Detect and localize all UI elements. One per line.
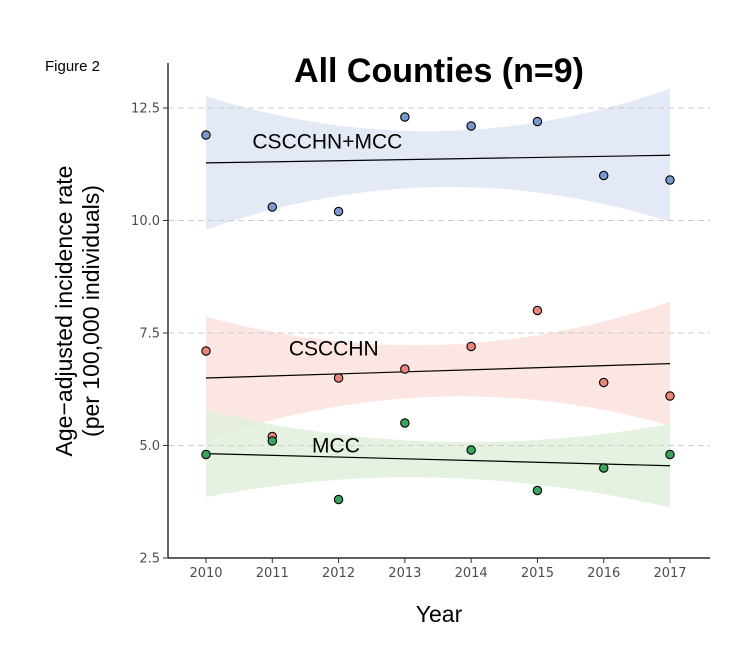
x-tick-label-2012: 2012 [322,566,355,581]
point-series-1-2015 [532,116,543,127]
x-axis-title: Year [416,601,463,627]
point-series-2-2015 [532,305,543,316]
y-tick-label-3: 7.5 [139,327,160,342]
series-label-1: CSCCHN+MCC [252,131,402,154]
point-series-1-2017 [665,175,675,185]
point-series-2-2013 [400,364,410,374]
point-series-3-2011 [267,436,278,446]
point-series-2-2012 [333,373,344,383]
trend-line-1 [205,154,671,164]
trend-line-2 [205,363,671,379]
x-tick-label-2013: 2013 [388,566,421,581]
y-tick-label-2: 5.0 [139,439,160,454]
point-series-3-2012 [333,494,344,505]
point-series-1-2012 [333,206,344,217]
point-series-3-2017 [665,449,675,460]
point-series-1-2013 [400,112,410,122]
gridlines [168,107,710,447]
point-series-1-2014 [466,121,476,131]
x-tick-label-2010: 2010 [189,566,222,581]
trend-lines [205,154,671,467]
x-tick-label-2016: 2016 [587,566,620,581]
point-series-3-2013 [400,418,410,428]
y-tick-label-4: 10.0 [131,214,160,229]
point-series-1-2016 [598,170,609,181]
chart-title: All Counties (n=9) [294,52,584,90]
trend-line-3 [205,453,671,467]
point-series-3-2010 [201,449,211,460]
figure-label: Figure 2 [45,58,100,75]
y-axis-ticks: 2.5 5.0 7.5 10.0 12.5 [131,102,168,567]
series-labels: CSCCHN+MCC CSCCHN MCC [252,131,402,458]
series-label-3: MCC [312,434,360,457]
x-tick-label-2014: 2014 [455,566,488,581]
y-tick-label-1: 2.5 [139,552,160,567]
point-series-2-2017 [665,391,675,401]
point-series-3-2016 [598,463,609,473]
point-series-3-2015 [532,485,543,496]
series-label-2: CSCCHN [289,338,379,361]
x-tick-label-2015: 2015 [521,566,554,581]
y-tick-label-5: 12.5 [131,102,160,117]
point-series-2-2014 [466,341,476,352]
point-series-1-2011 [267,202,278,212]
data-points [201,112,675,505]
point-series-3-2014 [466,445,476,455]
x-tick-label-2017: 2017 [653,566,686,581]
x-axis-ticks: 2010 2011 2012 2013 2014 2015 2016 2017 [189,558,687,581]
y-axis-title: Age−adjusted incidence rate (per 100,000… [51,166,104,457]
x-tick-label-2011: 2011 [256,566,289,581]
confidence-band-3 [206,410,670,508]
y-axis-title-line-2: (per 100,000 individuals) [78,185,104,437]
point-series-2-2016 [598,377,609,388]
point-series-2-2010 [201,346,211,356]
point-series-1-2010 [201,130,211,140]
y-axis-title-line-1: Age−adjusted incidence rate [51,166,77,457]
